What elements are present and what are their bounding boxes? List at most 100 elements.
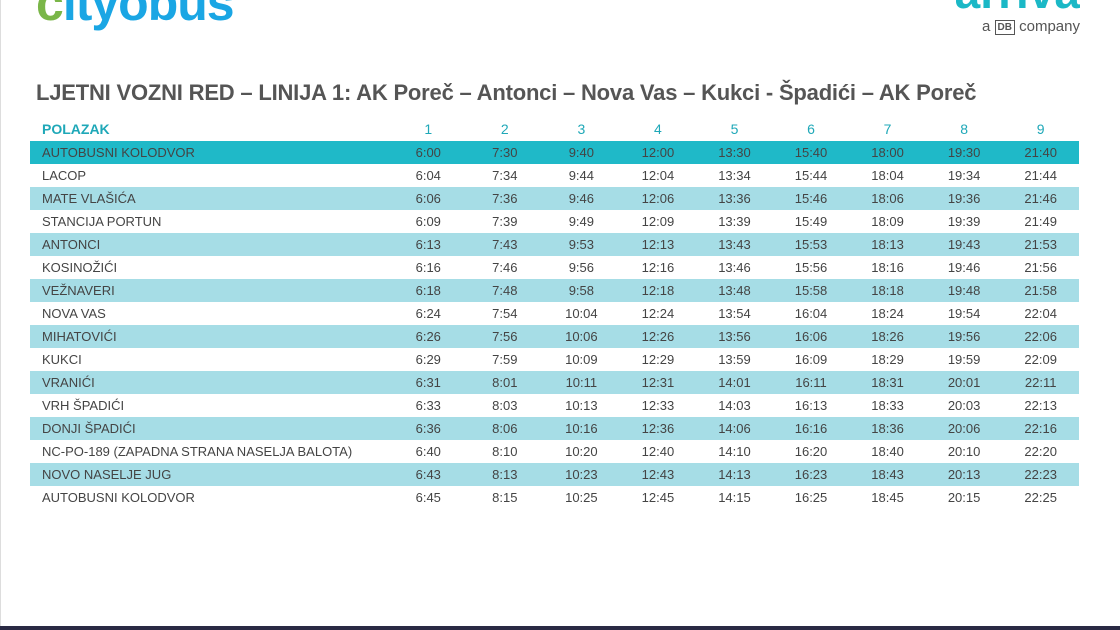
departure-time: 6:00 xyxy=(390,141,467,164)
db-logo: DB xyxy=(994,20,1015,35)
stop-name: ANTONCI xyxy=(30,233,390,256)
departure-time: 18:29 xyxy=(871,352,904,367)
departure-time: 9:56 xyxy=(568,260,595,275)
departure-time: 6:29 xyxy=(415,352,441,367)
table-row: VRANIĆI 6:31 8:01 10:11 12:31 14:01 16:11 18:31… xyxy=(30,371,1079,394)
departure-time: 12:33 xyxy=(641,398,675,413)
departure-time: 12:00 xyxy=(619,141,697,164)
table-row: MIHATOVIĆI 6:26 7:56 10:06 12:26 13:56 16:06 18… xyxy=(30,325,1079,348)
departure-time: 9:49 xyxy=(568,214,595,229)
table-row: NOVA VAS 6:24 7:54 10:04 12:24 13:54 16:04 18:2… xyxy=(30,302,1079,325)
departure-time: 12:26 xyxy=(619,325,697,348)
stop-name: NOVO NASELJE JUG xyxy=(30,463,390,486)
departure-time: 22:25 xyxy=(1024,490,1057,505)
departure-time: 21:53 xyxy=(1002,233,1079,256)
departure-time: 20:06 xyxy=(925,417,1003,440)
departure-time: 10:04 xyxy=(565,306,598,321)
departure-time: 14:03 xyxy=(718,398,751,413)
departure-time: 22:16 xyxy=(1002,417,1079,440)
departure-time: 7:59 xyxy=(492,352,518,367)
stop-name: AUTOBUSNI KOLODVOR xyxy=(42,490,195,505)
departure-time: 6:31 xyxy=(390,371,467,394)
stop-name: KOSINOŽIĆI xyxy=(42,260,118,275)
table-row: DONJI ŠPADIĆI 6:36 8:06 10:16 12:36 14:06 16:1… xyxy=(30,417,1079,440)
departure-time: 22:23 xyxy=(1002,463,1079,486)
table-row: ANTONCI 6:13 7:43 9:53 12:13 13:43 15:53 18:13 1… xyxy=(30,233,1079,256)
departure-time: 20:13 xyxy=(925,463,1003,486)
departure-time: 18:09 xyxy=(871,214,904,229)
departure-time: 22:13 xyxy=(1024,398,1057,413)
departure-time: 16:25 xyxy=(794,490,828,505)
tagline-pre: a xyxy=(981,18,991,35)
departure-time: 16:09 xyxy=(794,352,828,367)
departure-time: 21:56 xyxy=(1024,260,1057,275)
departure-time: 10:13 xyxy=(565,398,598,413)
departure-time: 22:04 xyxy=(1024,306,1057,321)
departure-time: 12:45 xyxy=(641,490,675,505)
departure-time: 18:06 xyxy=(849,187,926,210)
departure-time: 6:26 xyxy=(390,325,467,348)
departure-time: 15:58 xyxy=(772,279,850,302)
departure-time: 19:30 xyxy=(925,141,1003,164)
db-company-tagline: a DB company xyxy=(982,18,1080,36)
departure-time: 15:40 xyxy=(772,141,850,164)
departure-time: 6:40 xyxy=(415,444,441,459)
departure-time: 18:13 xyxy=(849,233,926,256)
departure-time: 12:18 xyxy=(619,279,697,302)
tagline-post: company xyxy=(1019,18,1080,35)
stop-name: KUKCI xyxy=(42,352,82,367)
stop-name: STANCIJA PORTUN xyxy=(42,214,162,229)
departure-time: 12:16 xyxy=(641,260,675,275)
departure-time: 6:13 xyxy=(390,233,467,256)
stop-name: MIHATOVIĆI xyxy=(30,325,390,348)
departure-number: 6 xyxy=(807,120,815,137)
departure-time: 18:45 xyxy=(871,490,904,505)
departure-time: 10:25 xyxy=(565,490,598,505)
departure-time: 12:24 xyxy=(641,306,675,321)
departure-number: 5 xyxy=(730,120,739,137)
header-polazak: POLAZAK xyxy=(42,120,110,137)
departure-time: 6:09 xyxy=(415,214,441,229)
departure-time: 18:04 xyxy=(871,168,904,183)
departure-time: 9:46 xyxy=(543,187,620,210)
page-title: LJETNI VOZNI RED – LINIJA 1: AK Poreč – … xyxy=(36,80,977,105)
departure-time: 7:43 xyxy=(466,233,544,256)
departure-time: 13:59 xyxy=(718,352,751,367)
departure-time: 22:20 xyxy=(1024,444,1057,459)
departure-time: 18:33 xyxy=(871,398,904,413)
departure-time: 13:39 xyxy=(718,214,751,229)
departure-time: 18:16 xyxy=(871,260,904,275)
logo-text: ityobus xyxy=(62,0,235,31)
table-row: KUKCI 6:29 7:59 10:09 12:29 13:59 16:09 18:29 19… xyxy=(30,348,1079,371)
departure-time: 6:36 xyxy=(390,417,467,440)
departure-time: 12:40 xyxy=(641,444,675,459)
departure-time: 14:01 xyxy=(696,371,773,394)
departure-time: 10:09 xyxy=(565,352,598,367)
departure-time: 9:44 xyxy=(568,168,595,183)
departure-time: 9:58 xyxy=(543,279,620,302)
departure-time: 8:06 xyxy=(466,417,544,440)
departure-time: 13:43 xyxy=(696,233,773,256)
table-row: MATE VLAŠIĆA 6:06 7:36 9:46 12:06 13:36 15:46 1… xyxy=(30,187,1079,210)
departure-time: 12:43 xyxy=(619,463,697,486)
departure-time: 18:26 xyxy=(849,325,926,348)
departure-time: 14:13 xyxy=(696,463,773,486)
departure-time: 10:06 xyxy=(543,325,620,348)
departure-time: 14:06 xyxy=(696,417,773,440)
departure-time: 19:34 xyxy=(947,168,981,183)
departure-time: 19:54 xyxy=(947,306,981,321)
table-row: VEŽNAVERI 6:18 7:48 9:58 12:18 13:48 15:58 18:1… xyxy=(30,279,1079,302)
departure-time: 20:01 xyxy=(925,371,1003,394)
departure-time: 16:13 xyxy=(794,398,828,413)
departure-number: 3 xyxy=(577,120,586,137)
departure-time: 15:56 xyxy=(794,260,828,275)
stop-name: NC-PO-189 (ZAPADNA STRANA NASELJA BALOTA… xyxy=(42,444,353,459)
departure-number: 4 xyxy=(654,120,662,137)
departure-number: 9 xyxy=(1036,120,1045,137)
departure-time: 21:44 xyxy=(1024,168,1057,183)
departure-time: 7:36 xyxy=(466,187,544,210)
departure-time: 9:53 xyxy=(543,233,620,256)
departure-time: 16:16 xyxy=(772,417,850,440)
departure-time: 6:04 xyxy=(415,168,441,183)
